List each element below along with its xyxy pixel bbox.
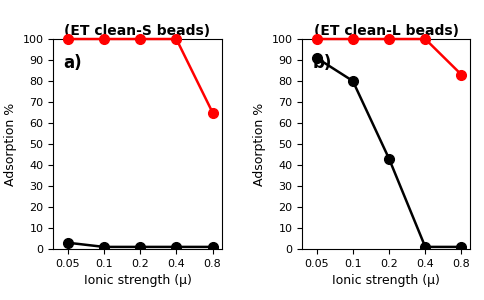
Y-axis label: Adsorption %: Adsorption % (4, 102, 17, 186)
Text: b): b) (312, 54, 331, 72)
Title: (ET clean-S beads): (ET clean-S beads) (64, 24, 210, 38)
X-axis label: Ionic strength (μ): Ionic strength (μ) (332, 274, 439, 287)
X-axis label: Ionic strength (μ): Ionic strength (μ) (83, 274, 191, 287)
Title: (ET clean-L beads): (ET clean-L beads) (313, 24, 458, 38)
Text: a): a) (63, 54, 82, 72)
Y-axis label: Adsorption %: Adsorption % (253, 102, 265, 186)
